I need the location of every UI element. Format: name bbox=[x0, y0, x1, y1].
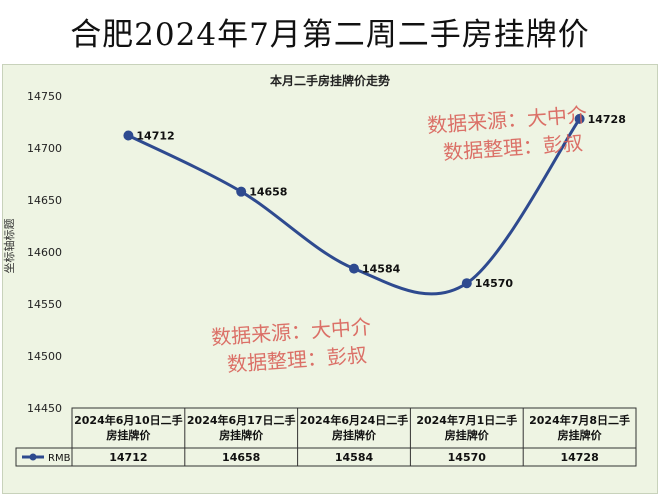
data-point bbox=[461, 278, 472, 289]
chart-title: 本月二手房挂牌价走势 bbox=[269, 74, 390, 88]
data-table-value: 14658 bbox=[222, 451, 260, 464]
legend-marker-key bbox=[29, 453, 37, 461]
data-table-value: 14728 bbox=[560, 451, 598, 464]
y-tick-label: 14500 bbox=[27, 350, 62, 363]
data-label: 14712 bbox=[136, 130, 174, 143]
series-line bbox=[126, 117, 582, 296]
data-point bbox=[236, 186, 247, 197]
legend-series-name: RMB bbox=[48, 453, 71, 464]
y-tick-label: 14700 bbox=[27, 142, 62, 155]
y-tick-label: 14450 bbox=[27, 402, 62, 415]
y-tick-label: 14650 bbox=[27, 194, 62, 207]
y-tick-label: 14750 bbox=[27, 90, 62, 103]
data-table-legend-cell bbox=[15, 447, 73, 467]
x-category-label: 2024年6月10日二手房挂牌价 bbox=[74, 413, 183, 442]
x-category-label: 2024年6月17日二手房挂牌价 bbox=[187, 413, 296, 442]
data-point bbox=[349, 263, 359, 274]
y-tick-label: 14550 bbox=[27, 298, 62, 311]
chart-area bbox=[2, 64, 658, 494]
data-label: 14728 bbox=[588, 113, 626, 126]
x-category-label: 2024年7月1日二手房挂牌价 bbox=[416, 413, 517, 442]
data-label: 14584 bbox=[362, 263, 401, 276]
watermark-bottom: 数据来源：大中介 数据整理：彭叔 bbox=[210, 312, 374, 379]
x-category-label: 2024年7月8日二手房挂牌价 bbox=[529, 413, 630, 442]
data-point bbox=[123, 130, 134, 141]
data-table-border bbox=[71, 407, 637, 467]
x-category-label: 2024年6月24日二手房挂牌价 bbox=[300, 413, 409, 442]
data-label: 14570 bbox=[475, 277, 514, 290]
data-point bbox=[574, 113, 585, 124]
banner-title: 合肥2024年7月第二周二手房挂牌价 bbox=[70, 16, 590, 53]
data-table-value: 14712 bbox=[109, 451, 147, 464]
data-table-value: 14584 bbox=[335, 451, 374, 464]
banner: 合肥2024年7月第二周二手房挂牌价 bbox=[0, 0, 660, 62]
watermark-top: 数据来源：大中介 数据整理：彭叔 bbox=[426, 100, 590, 167]
y-tick-label: 14600 bbox=[27, 246, 62, 259]
data-label: 14658 bbox=[249, 186, 287, 199]
data-table-value: 14570 bbox=[448, 451, 487, 464]
